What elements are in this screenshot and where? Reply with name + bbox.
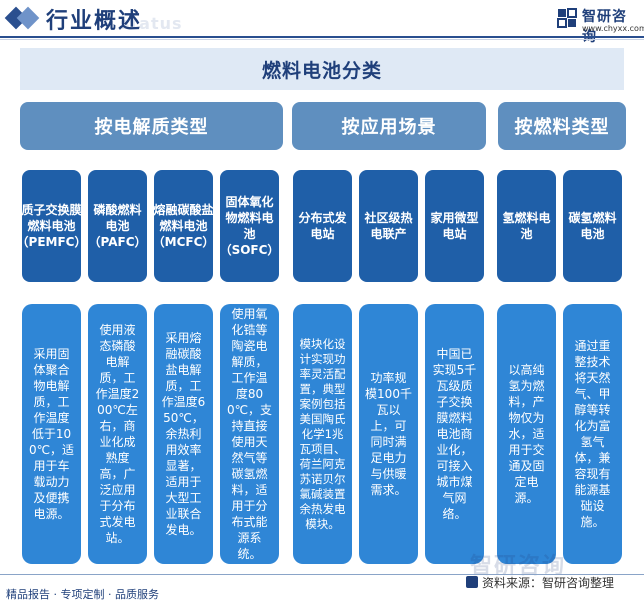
footer-slogan: 精品报告 · 专项定制 · 品质服务 (6, 588, 159, 601)
desc-hydrogen: 以高纯氢为燃料，产物仅为水，适用于交通及固定电源。 (497, 304, 556, 564)
brand-logo-icon (557, 8, 577, 28)
desc-pafc: 使用液态磷酸电解质，工作温度200℃左右，商业化成熟度高，广泛应用于分布式发电站… (88, 304, 147, 564)
desc-home-micro: 中国已实现5千瓦级质子交换膜燃料电池商业化，可接入城市煤气网络。 (425, 304, 484, 564)
desc-mcfc: 采用熔融碳酸盐电解质，工作温度650℃，余热利用效率显著，适用于大型工业联合发电… (154, 304, 213, 564)
brand: 智研咨询 www.chyxx.com (556, 5, 644, 45)
desc-sofc: 使用氧化锆等陶瓷电解质，工作温度800℃，支持直接使用天然气等碳氢燃料，适用于分… (220, 304, 279, 564)
desc-community-chp: 功率规模100千瓦以上，可同时满足电力与供暖需求。 (359, 304, 418, 564)
type-community-chp: 社区级热电联产 (359, 170, 418, 282)
category-fuel: 按燃料类型 (498, 102, 626, 150)
type-mcfc: 熔融碳酸盐燃料电池（MCFC） (153, 170, 214, 282)
desc-hydrocarbon: 通过重整技术将天然气、甲醇等转化为富氢气体，兼容现有能源基础设施。 (563, 304, 622, 564)
type-pafc: 磷酸燃料电池（PAFC） (88, 170, 147, 282)
brand-url: www.chyxx.com (582, 24, 644, 33)
type-sofc: 固体氧化物燃料电池（SOFC） (220, 170, 279, 282)
header-divider-thin (0, 39, 644, 40)
header-divider (0, 36, 644, 38)
type-hydrogen: 氢燃料电池 (497, 170, 556, 282)
header-ghost-text: status (120, 14, 183, 33)
type-pemfc: 质子交换膜燃料电池（PEMFC） (17, 170, 86, 282)
header: status 行业概述 智研咨询 www.chyxx.com (0, 0, 644, 45)
category-electrolyte: 按电解质类型 (20, 102, 283, 150)
type-home-micro: 家用微型电站 (425, 170, 484, 282)
source-icon (466, 576, 478, 588)
page-title: 行业概述 (46, 9, 143, 34)
diagram-title: 燃料电池分类 (20, 48, 624, 90)
desc-pemfc: 采用固体聚合物电解质，工作温度低于100℃，适用于车载动力及便携电源。 (22, 304, 81, 564)
category-application: 按应用场景 (292, 102, 486, 150)
desc-distributed: 模块化设计实现功率灵活配置，典型案例包括美国陶氏化学1兆瓦项目、荷兰阿克苏诺贝尔… (293, 304, 352, 564)
type-distributed: 分布式发电站 (293, 170, 352, 282)
footer-divider (0, 574, 644, 575)
type-hydrocarbon: 碳氢燃料电池 (563, 170, 622, 282)
footer-source: 资料来源：智研咨询整理 (482, 576, 615, 590)
